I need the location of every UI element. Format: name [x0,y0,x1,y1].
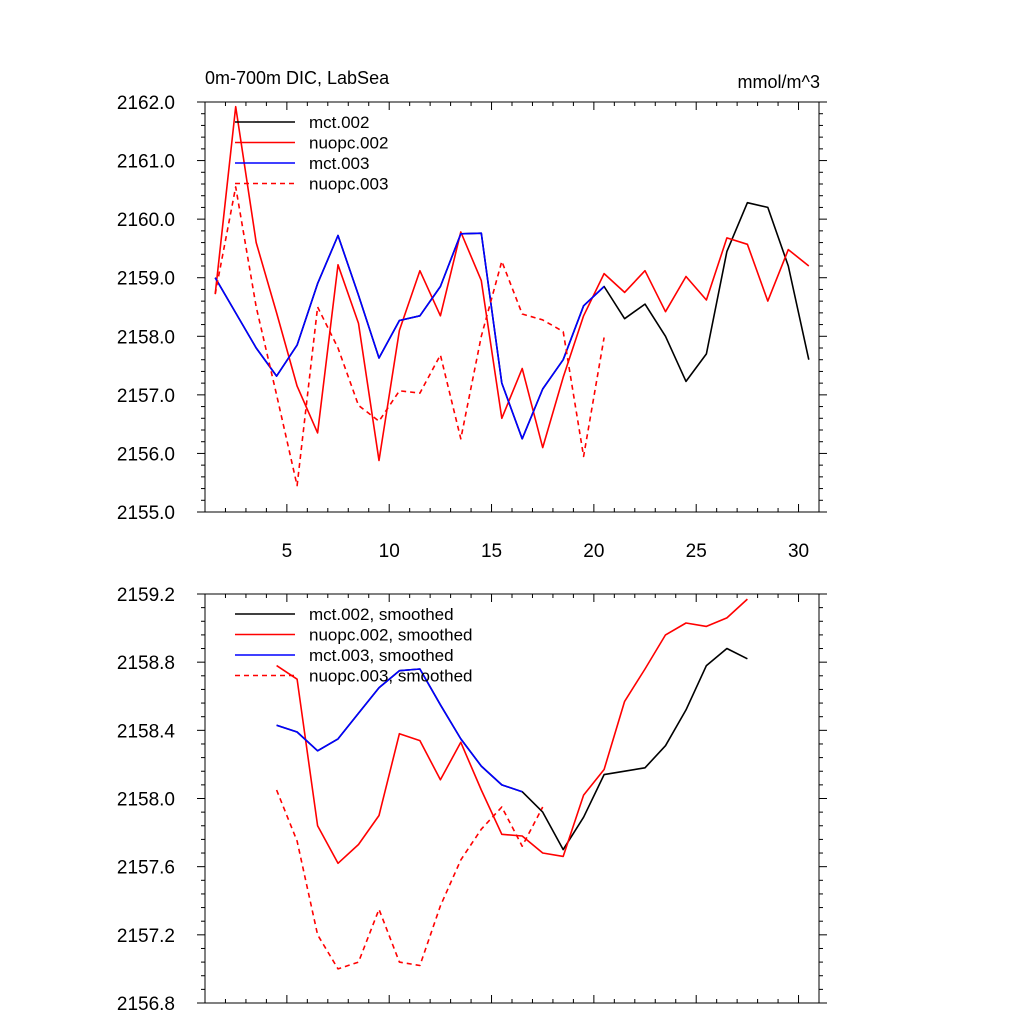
bottom-y-tick-labels: 2156.8 2157.2 2157.6 2158.0 2158.4 2158.… [117,585,176,1015]
series-line-nuopc-002-smoothed [276,598,748,865]
legend-label: mct.003, smoothed [309,646,454,665]
top-x-ticks [204,102,820,512]
legend-entry: nuopc.003 [235,175,388,194]
bottom-plot-area [275,598,748,970]
series-line-mct-003-smoothed [276,668,523,793]
top-y-tick-label: 2157.0 [117,386,175,407]
top-y-ticks [197,101,827,513]
top-x-tick-label: 5 [282,541,293,562]
top-panel: 0m-700m DIC, LabSea mmol/m^3 5 10 15 20 … [117,68,827,562]
bottom-panel: 2156.8 2157.2 2157.6 2158.0 2158.4 2158.… [117,585,827,1015]
series-line-nuopc-003-smoothed [275,789,544,970]
top-y-tick-label: 2162.0 [117,93,175,114]
bottom-legend: mct.002, smoothed nuopc.002, smoothed mc… [235,605,473,686]
top-y-tick-label: 2161.0 [117,152,175,173]
legend-label: nuopc.003, smoothed [309,667,473,686]
top-y-tick-label: 2158.0 [117,327,175,348]
top-y-tick-label: 2159.0 [117,269,175,290]
top-y-tick-label: 2160.0 [117,210,175,231]
top-legend: mct.002 nuopc.002 mct.003 nuopc.003 [235,113,388,194]
legend-label: mct.003 [309,154,369,173]
legend-entry: nuopc.002 [235,134,388,153]
legend-label: nuopc.003 [309,175,388,194]
legend-label: nuopc.002 [309,134,388,153]
top-x-tick-labels: 5 10 15 20 25 30 [282,541,810,562]
legend-entry: mct.002, smoothed [235,605,454,624]
bottom-y-tick-label: 2158.8 [117,653,175,674]
legend-label: mct.002, smoothed [309,605,454,624]
top-plot-area [214,105,810,487]
top-y-tick-labels: 2155.0 2156.0 2157.0 2158.0 2159.0 2160.… [117,93,175,524]
top-x-tick-label: 10 [379,541,400,562]
bottom-y-tick-label: 2157.6 [117,858,175,879]
top-x-tick-label: 15 [481,541,502,562]
bottom-y-tick-label: 2157.2 [117,926,175,947]
bottom-x-ticks [204,594,820,1003]
bottom-y-tick-label: 2156.8 [117,994,175,1015]
bottom-plot-frame [204,593,820,1004]
series-line-nuopc-002 [214,105,810,462]
bottom-y-tick-label: 2158.4 [117,721,176,742]
top-x-tick-label: 25 [686,541,707,562]
top-x-tick-label: 30 [788,541,809,562]
top-y-tick-label: 2155.0 [117,503,175,524]
bottom-y-tick-label: 2159.2 [117,585,175,606]
legend-entry: nuopc.003, smoothed [235,667,473,686]
legend-label: mct.002 [309,113,369,132]
legend-entry: mct.003 [235,154,369,173]
bottom-y-ticks [197,593,827,1004]
top-x-tick-label: 20 [583,541,604,562]
top-plot-frame [204,101,820,513]
bottom-y-tick-label: 2158.0 [117,790,175,811]
legend-entry: nuopc.002, smoothed [235,626,473,645]
series-line-nuopc-003 [214,186,605,487]
top-panel-units: mmol/m^3 [738,72,820,92]
series-line-mct-003 [214,232,605,440]
legend-entry: mct.003, smoothed [235,646,454,665]
top-panel-title: 0m-700m DIC, LabSea [205,68,390,88]
top-y-tick-label: 2156.0 [117,444,175,465]
legend-entry: mct.002 [235,113,369,132]
legend-label: nuopc.002, smoothed [309,626,473,645]
